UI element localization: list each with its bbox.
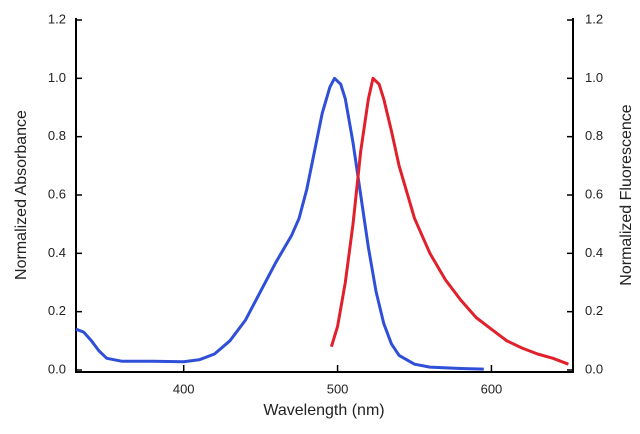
y-tick-label: 0.8 [48,128,66,143]
y2-axis-label: Normalized Fluorescence [618,104,635,286]
y2-tick-label: 0.0 [585,361,603,376]
data-line [329,76,569,366]
y-tick-label: 0.4 [48,245,66,260]
y2-tick-label: 1.0 [585,70,603,85]
y-tick-label: 0.2 [48,303,66,318]
y2-tick-label: 0.8 [585,128,603,143]
y2-tick-label: 1.2 [585,11,603,26]
y2-tick-label: 0.4 [585,245,603,260]
x-axis-label: Wavelength (nm) [263,402,384,419]
x-tick-label: 400 [173,381,195,396]
y-axis-label: Normalized Absorbance [13,110,30,280]
y-tick-label: 1.0 [48,70,66,85]
y2-tick-label: 0.2 [585,303,603,318]
x-tick-label: 600 [481,381,503,396]
y-tick-label: 0.6 [48,186,66,201]
x-tick-label: 500 [327,381,349,396]
y-tick-label: 0.0 [48,361,66,376]
y2-tick-label: 0.6 [585,186,603,201]
y-tick-label: 1.2 [48,11,66,26]
data-line [75,76,484,371]
